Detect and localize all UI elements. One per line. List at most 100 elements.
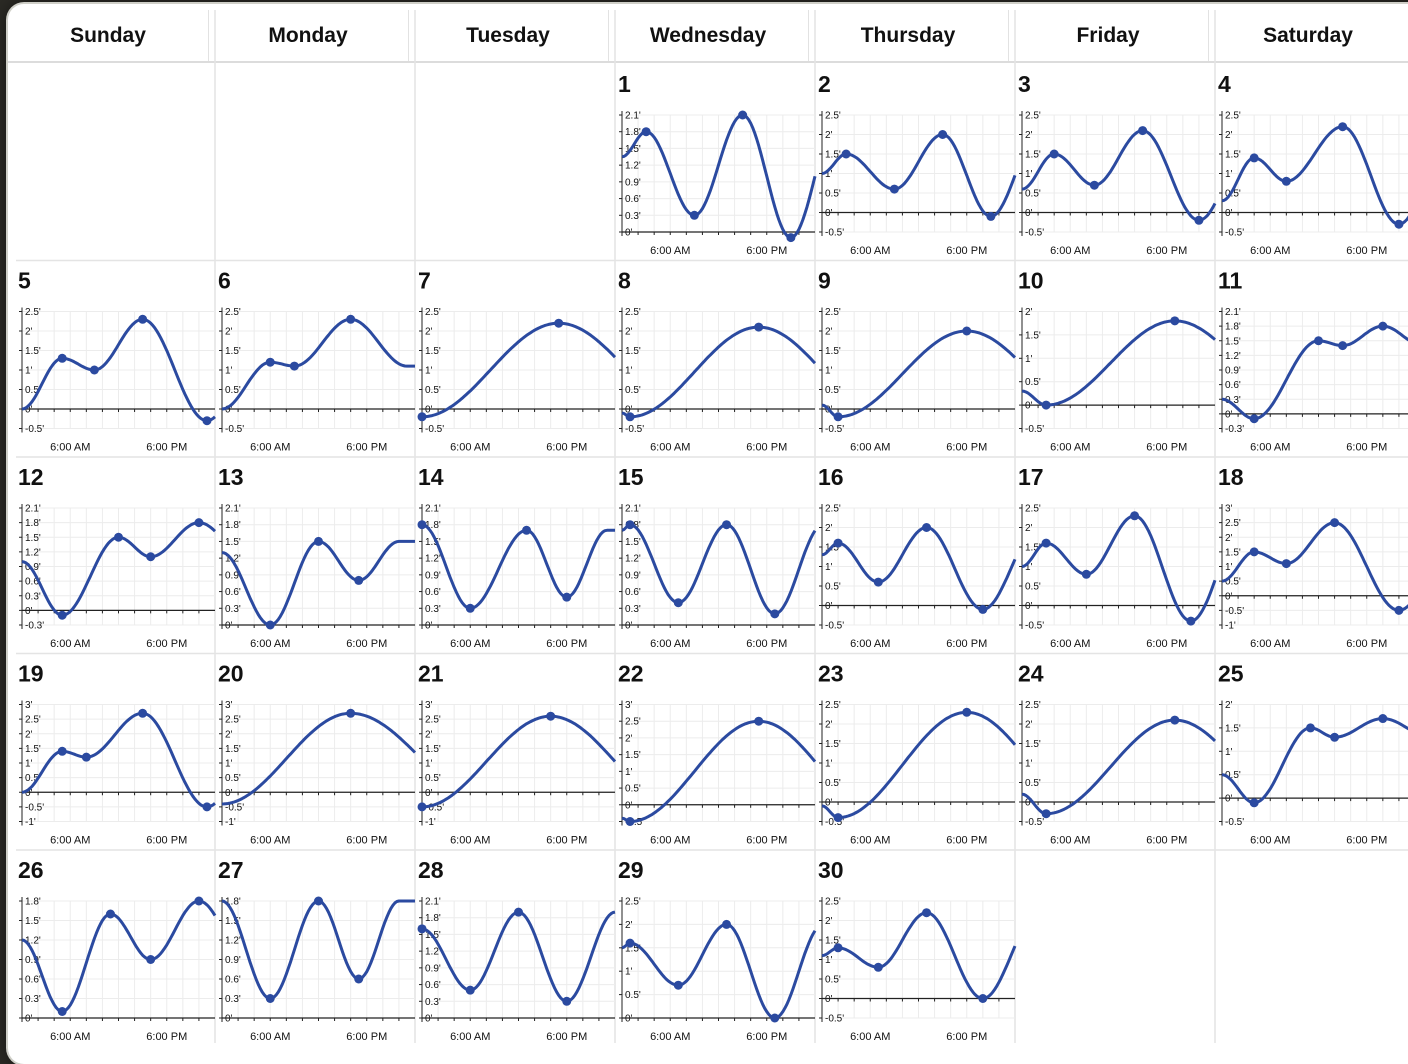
tide-extreme-point[interactable] [673,980,683,990]
tide-extreme-point[interactable] [265,994,275,1003]
tide-extreme-point[interactable] [1170,715,1180,725]
tide-extreme-point[interactable] [346,708,356,718]
tide-extreme-point[interactable] [873,962,883,972]
tide-extreme-point[interactable] [546,711,556,721]
tide-extreme-point[interactable] [1394,219,1404,229]
tide-extreme-point[interactable] [1049,149,1059,159]
tide-extreme-point[interactable] [938,130,948,139]
tide-extreme-point[interactable] [1330,732,1340,742]
tide-extreme-point[interactable] [202,416,212,426]
tide-extreme-point[interactable] [986,211,996,221]
tide-extreme-point[interactable] [314,896,323,906]
tide-extreme-point[interactable] [1338,341,1348,351]
tide-extreme-point[interactable] [722,520,732,530]
tide-extreme-point[interactable] [522,525,532,535]
tide-extreme-point[interactable] [786,233,796,243]
tide-extreme-point[interactable] [738,110,748,120]
tide-extreme-point[interactable] [1249,798,1259,808]
tide-extreme-point[interactable] [81,752,91,762]
tide-extreme-point[interactable] [354,575,364,585]
tide-extreme-point[interactable] [1249,547,1259,557]
tide-extreme-point[interactable] [1081,569,1091,579]
tide-extreme-point[interactable] [1186,616,1196,626]
tide-extreme-point[interactable] [1041,400,1051,410]
tide-extreme-point[interactable] [978,604,988,614]
tide-extreme-point[interactable] [770,609,780,619]
tide-extreme-point[interactable] [770,1013,780,1023]
tide-extreme-point[interactable] [625,817,635,826]
tide-extreme-point[interactable] [1089,180,1099,190]
tide-extreme-point[interactable] [962,326,972,336]
tide-extreme-point[interactable] [754,322,764,332]
tide-extreme-point[interactable] [922,523,932,532]
tide-extreme-point[interactable] [57,610,67,620]
tide-extreme-point[interactable] [1314,336,1323,346]
tide-extreme-point[interactable] [1041,809,1051,819]
tide-extreme-point[interactable] [1378,714,1388,724]
tide-extreme-point[interactable] [1394,605,1404,615]
tide-extreme-point[interactable] [194,896,204,906]
tide-extreme-point[interactable] [889,184,899,194]
tide-extreme-point[interactable] [265,620,275,630]
tide-extreme-point[interactable] [562,592,572,602]
tide-extreme-point[interactable] [114,532,123,542]
tide-extreme-point[interactable] [146,552,156,562]
tide-extreme-point[interactable] [514,907,523,917]
tide-extreme-point[interactable] [554,318,564,328]
tide-extreme-point[interactable] [722,919,732,929]
tide-extreme-point[interactable] [1249,153,1259,163]
tide-extreme-point[interactable] [1330,518,1340,528]
day-cell: 25 2' 1.5' 1' 0.5' 0' -0.5' 6:00 AM 6:00 PM [1218,661,1408,847]
tide-extreme-point[interactable] [962,707,972,717]
tide-extreme-point[interactable] [978,994,988,1003]
tide-extreme-point[interactable] [922,908,932,918]
tide-extreme-point[interactable] [346,314,356,324]
tide-extreme-point[interactable] [1130,511,1140,521]
tide-extreme-point[interactable] [625,938,635,948]
tide-extreme-point[interactable] [1041,538,1051,548]
tide-extreme-point[interactable] [314,536,323,546]
x-tick-label: 6:00 PM [946,1031,987,1043]
tide-extreme-point[interactable] [465,985,475,995]
tide-extreme-point[interactable] [1338,122,1348,132]
tide-extreme-point[interactable] [354,974,364,984]
tide-extreme-point[interactable] [833,813,843,823]
tide-extreme-point[interactable] [673,598,683,608]
tide-extreme-point[interactable] [689,210,699,220]
tide-extreme-point[interactable] [57,1007,67,1016]
tide-extreme-point[interactable] [754,716,764,726]
tide-extreme-point[interactable] [265,357,275,367]
tide-extreme-point[interactable] [1249,414,1259,424]
tide-extreme-point[interactable] [57,353,67,363]
tide-extreme-point[interactable] [105,909,115,919]
tide-extreme-point[interactable] [57,746,67,756]
tide-extreme-point[interactable] [89,365,99,375]
tide-extreme-point[interactable] [417,802,427,812]
tide-extreme-point[interactable] [1305,723,1315,733]
tide-extreme-point[interactable] [625,520,635,530]
tide-extreme-point[interactable] [625,412,635,422]
tide-extreme-point[interactable] [833,538,843,548]
tide-extreme-point[interactable] [1194,215,1204,225]
tide-extreme-point[interactable] [202,802,212,812]
tide-extreme-point[interactable] [138,314,148,324]
tide-extreme-point[interactable] [194,518,204,528]
tide-extreme-point[interactable] [833,412,843,422]
tide-extreme-point[interactable] [833,943,843,953]
tide-extreme-point[interactable] [1138,126,1148,136]
tide-extreme-point[interactable] [841,149,851,159]
tide-extreme-point[interactable] [417,924,427,934]
tide-extreme-point[interactable] [1281,176,1291,186]
tide-extreme-point[interactable] [1378,321,1388,331]
tide-extreme-point[interactable] [146,955,156,964]
tide-extreme-point[interactable] [641,127,651,137]
tide-extreme-point[interactable] [417,412,427,422]
tide-extreme-point[interactable] [873,577,883,587]
tide-extreme-point[interactable] [417,520,427,530]
tide-extreme-point[interactable] [1170,316,1180,326]
tide-extreme-point[interactable] [562,996,572,1006]
tide-extreme-point[interactable] [465,603,475,613]
tide-extreme-point[interactable] [138,708,148,718]
tide-extreme-point[interactable] [289,361,299,371]
tide-extreme-point[interactable] [1281,559,1291,569]
